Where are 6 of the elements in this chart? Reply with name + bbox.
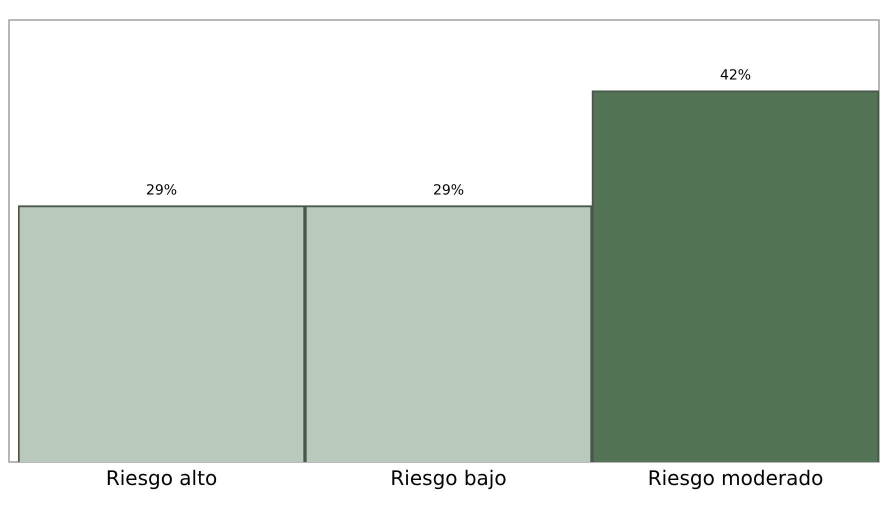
x-tick-label: Riesgo bajo: [390, 466, 507, 490]
data-label: 42%: [720, 67, 752, 84]
x-tick-label: Riesgo alto: [106, 466, 218, 490]
data-label: 29%: [432, 182, 464, 198]
x-tick-label: Riesgo moderado: [648, 466, 824, 490]
data-label: 29%: [146, 182, 178, 198]
